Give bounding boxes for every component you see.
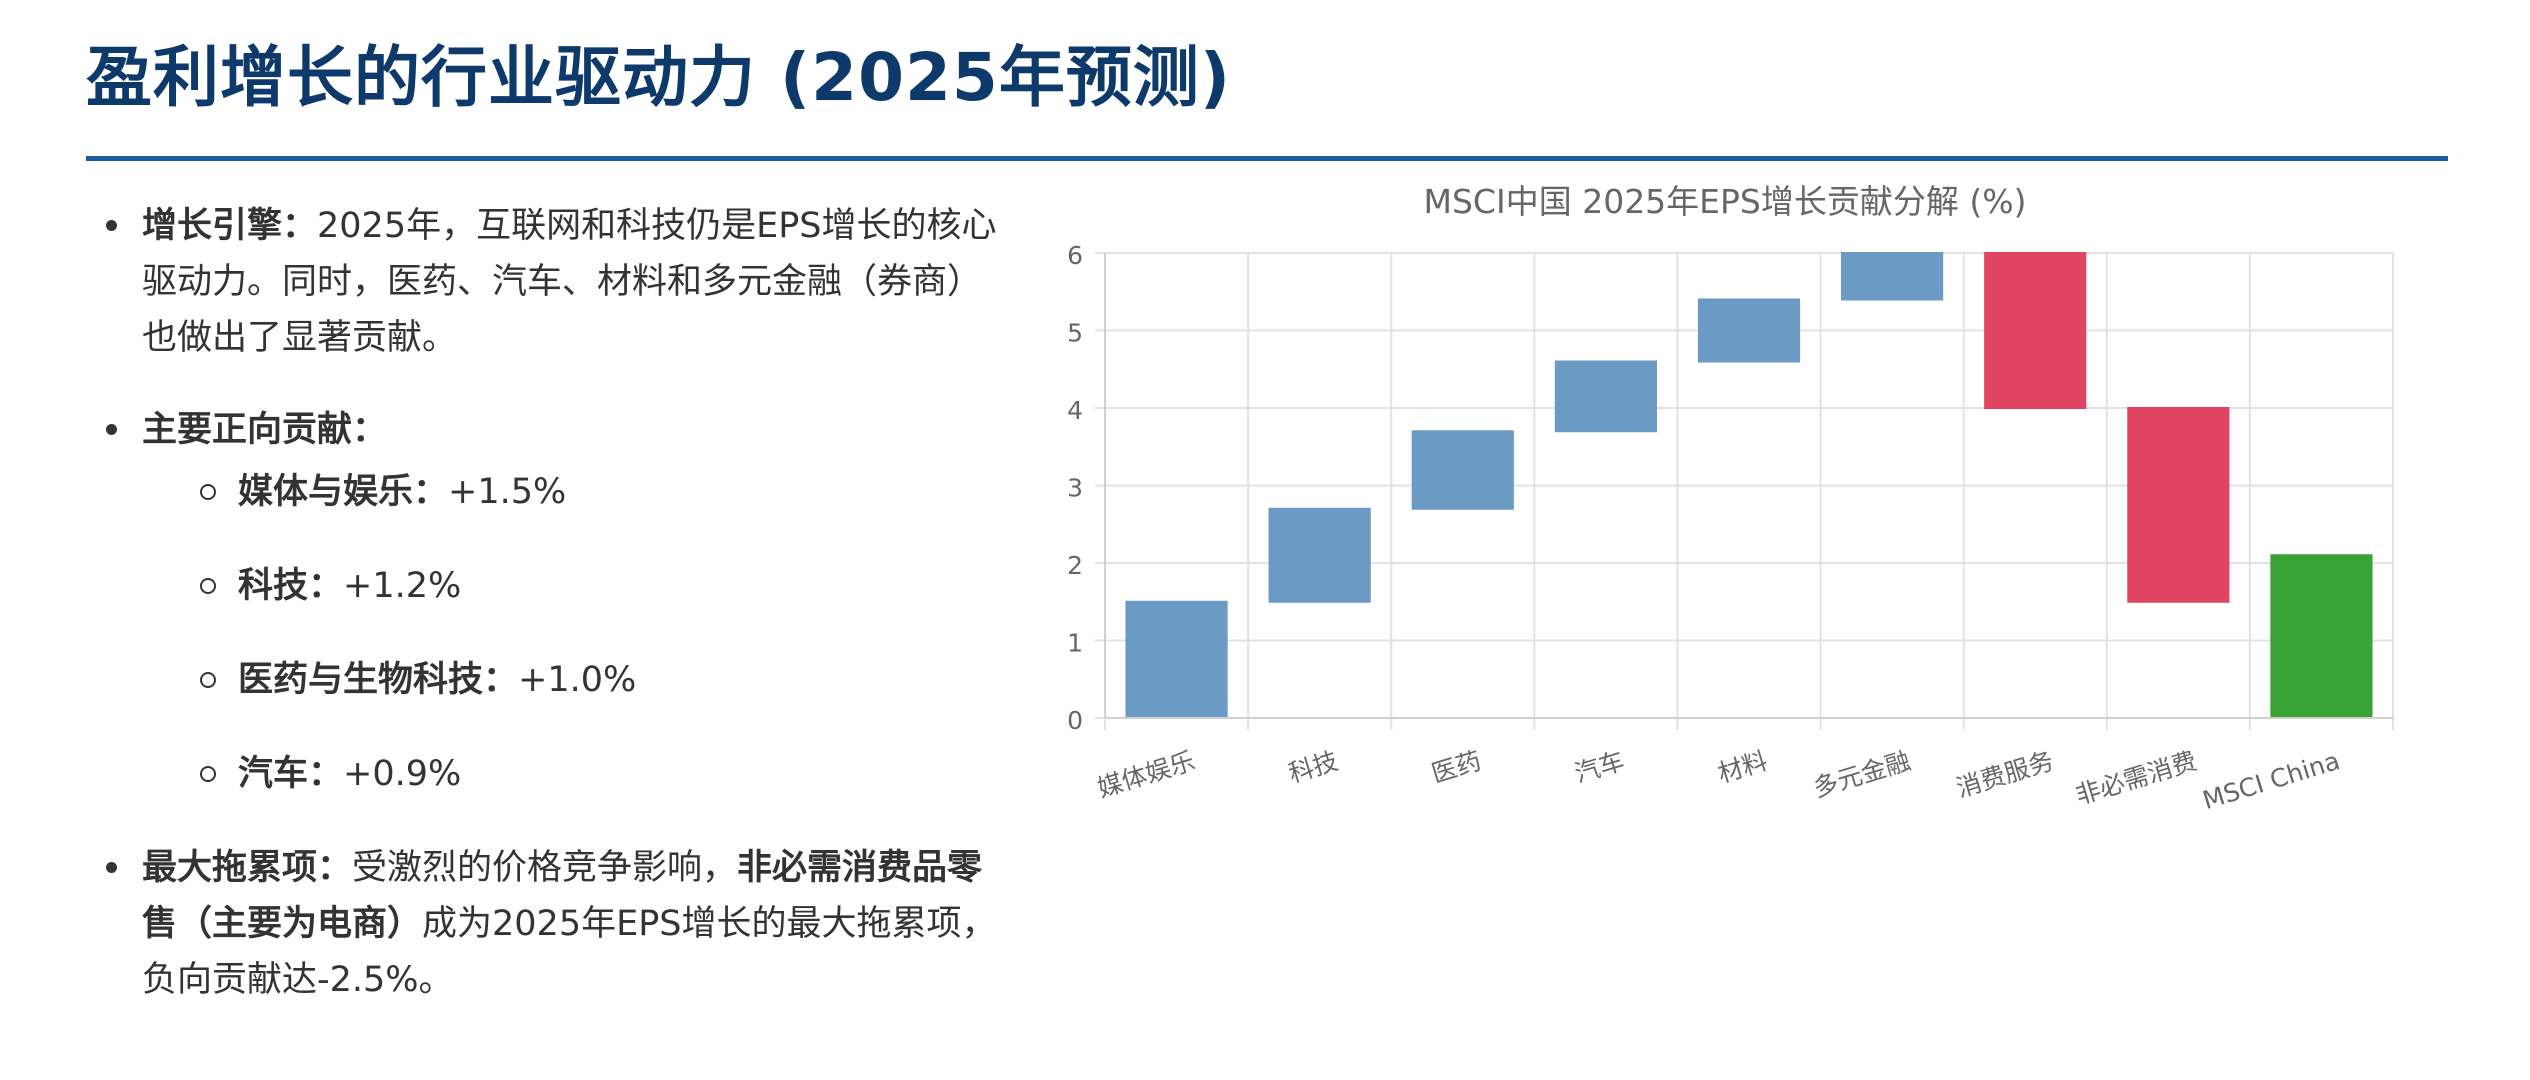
x-tick-label: 医药 xyxy=(1428,746,1484,788)
waterfall-bar xyxy=(1697,298,1801,363)
waterfall-bar xyxy=(1125,600,1228,719)
x-tick-label: MSCI China xyxy=(2199,746,2343,815)
sub-item-value: +1.0% xyxy=(518,660,637,700)
bullet-growth-engine: 增长引擎：2025年，互联网和科技仍是EPS增长的核心驱动力。同时，医药、汽车、… xyxy=(100,198,1000,366)
y-tick-label: 4 xyxy=(1067,396,1083,425)
x-tick-label: 消费服务 xyxy=(1953,746,2057,803)
sub-item-value: +0.9% xyxy=(343,754,462,794)
bullet-largest-drag: 最大拖累项：受激烈的价格竞争影响，非必需消费品零售（主要为电商）成为2025年E… xyxy=(100,840,1000,1008)
x-tick-label: 非必需消费 xyxy=(2072,746,2200,810)
bullet-drag-text2: 成为2025年EPS增长的最大拖累项，负向贡献达-2.5%。 xyxy=(142,904,997,1000)
sub-item-value: +1.2% xyxy=(343,566,462,606)
sub-item-label: 媒体与娱乐： xyxy=(238,472,449,512)
sub-item-label: 科技： xyxy=(238,566,344,606)
waterfall-bar xyxy=(1411,430,1514,510)
bullet-drag-text1: 受激烈的价格竞争影响， xyxy=(352,848,738,888)
title-divider xyxy=(86,156,2448,161)
y-tick-label: 2 xyxy=(1067,551,1083,580)
chart-bars xyxy=(1125,252,2373,719)
bullet-growth-engine-text: 2025年，互联网和科技仍是EPS增长的核心驱动力。同时，医药、汽车、材料和多元… xyxy=(142,206,997,358)
waterfall-bar xyxy=(2270,554,2373,719)
list-item: 医药与生物科技：+1.0% xyxy=(142,652,1000,708)
sub-item-label: 医药与生物科技： xyxy=(238,660,519,700)
x-tick-label: 媒体娱乐 xyxy=(1094,746,1198,803)
y-tick-label: 0 xyxy=(1067,706,1083,735)
bullet-positive-contributions: 主要正向贡献： 媒体与娱乐：+1.5% 科技：+1.2% 医药与生物科技：+1.… xyxy=(100,402,1000,802)
y-tick-label: 5 xyxy=(1067,319,1083,348)
positive-contribution-list: 媒体与娱乐：+1.5% 科技：+1.2% 医药与生物科技：+1.0% 汽车：+0… xyxy=(142,464,1000,802)
bullet-drag-label: 最大拖累项： xyxy=(142,848,353,888)
list-item: 科技：+1.2% xyxy=(142,558,1000,614)
waterfall-bar xyxy=(1554,360,1657,433)
y-tick-label: 1 xyxy=(1067,629,1083,658)
x-tick-label: 科技 xyxy=(1285,746,1341,788)
commentary-panel: 增长引擎：2025年，互联网和科技仍是EPS增长的核心驱动力。同时，医药、汽车、… xyxy=(100,198,1000,1008)
bullet-drag-bold: 非必需消费品零售（主要为电商） xyxy=(142,848,983,944)
waterfall-bar xyxy=(2127,407,2230,603)
y-tick-label: 3 xyxy=(1067,474,1083,503)
list-item: 媒体与娱乐：+1.5% xyxy=(142,464,1000,520)
sub-item-value: +1.5% xyxy=(448,472,567,512)
x-tick-label: 材料 xyxy=(1714,746,1770,788)
sub-item-label: 汽车： xyxy=(238,754,344,794)
waterfall-bar xyxy=(1268,507,1371,603)
y-tick-label: 6 xyxy=(1067,241,1083,270)
bullet-positive-label: 主要正向贡献： xyxy=(142,410,388,450)
y-axis: 0 1 2 3 4 5 6 xyxy=(1067,241,1106,735)
waterfall-bar xyxy=(1984,252,2087,409)
bullet-growth-engine-label: 增长引擎： xyxy=(142,206,318,246)
chart-title: MSCI中国 2025年EPS增长贡献分解 (%) xyxy=(1424,182,2027,221)
x-tick-label: 汽车 xyxy=(1571,746,1627,788)
eps-waterfall-chart: MSCI中国 2025年EPS增长贡献分解 (%) 0 1 2 3 4 5 6 媒体娱乐 科技… xyxy=(1067,182,2394,815)
waterfall-bar xyxy=(1841,252,1944,301)
page-title: 盈利增长的行业驱动力 (2025年预测) xyxy=(86,39,1231,116)
x-tick-label: 多元金融 xyxy=(1810,746,1914,803)
list-item: 汽车：+0.9% xyxy=(142,746,1000,802)
x-axis: 媒体娱乐 科技 医药 汽车 材料 多元金融 消费服务 非必需消费 MSCI China xyxy=(1094,717,2393,815)
